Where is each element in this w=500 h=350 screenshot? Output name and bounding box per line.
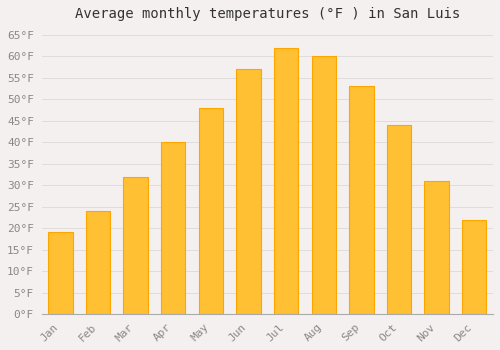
- Bar: [198, 108, 223, 314]
- Title: Average monthly temperatures (°F ) in San Luis: Average monthly temperatures (°F ) in Sa…: [74, 7, 460, 21]
- Bar: [387, 125, 411, 314]
- Bar: [274, 48, 298, 314]
- Bar: [48, 232, 72, 314]
- Bar: [236, 69, 260, 314]
- Bar: [124, 177, 148, 314]
- Bar: [424, 181, 449, 314]
- Bar: [161, 142, 186, 314]
- Bar: [312, 56, 336, 314]
- Bar: [462, 219, 486, 314]
- Bar: [86, 211, 110, 314]
- Bar: [349, 86, 374, 314]
